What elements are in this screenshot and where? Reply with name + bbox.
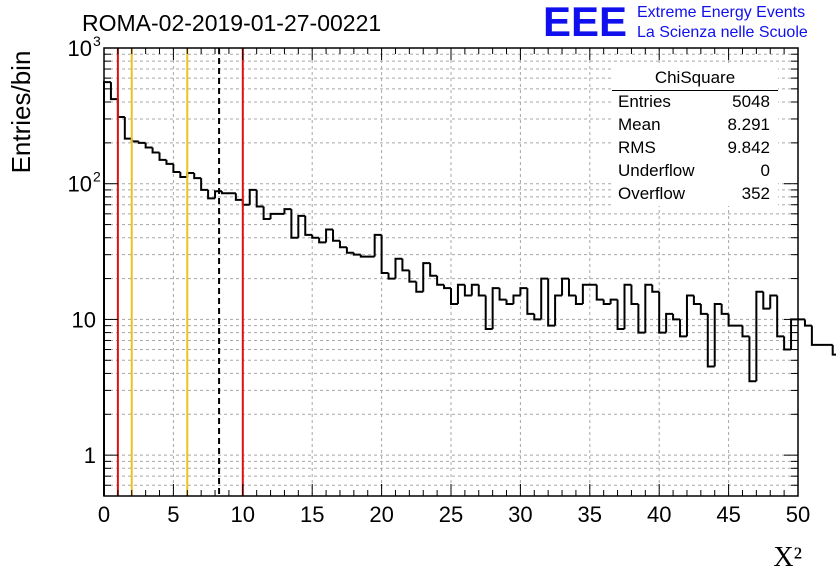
axis-ticks	[103, 47, 799, 497]
stats-box: ChiSquare Entries 5048 Mean 8.291 RMS 9.…	[612, 66, 778, 206]
stat-row-overflow: Overflow 352	[618, 184, 770, 206]
x-tick-label: 15	[300, 502, 324, 527]
y-tick-label: 10	[68, 36, 92, 61]
stat-value: 5048	[732, 92, 770, 111]
stat-label: Entries	[618, 92, 671, 111]
chart-title: ROMA-02-2019-01-27-00221	[82, 10, 382, 36]
stat-label: Mean	[618, 115, 661, 134]
x-tick-label: 45	[716, 502, 740, 527]
logo-line-1: Extreme Energy Events	[637, 4, 806, 21]
logo-line-2: La Scienza nelle Scuole	[637, 24, 808, 41]
stat-label: RMS	[618, 138, 656, 157]
stat-value: 352	[741, 184, 770, 203]
stat-label: Overflow	[618, 184, 686, 203]
x-axis-title: X²	[773, 542, 802, 572]
x-tick-label: 30	[508, 502, 532, 527]
stats-divider	[612, 90, 778, 91]
y-tick-exponent: 2	[93, 169, 101, 185]
stat-row-underflow: Underflow 0	[618, 161, 770, 183]
y-tick-label: 1	[84, 443, 96, 468]
y-tick-label: 10	[68, 172, 92, 197]
x-tick-label: 25	[439, 502, 463, 527]
x-tick-label: 0	[98, 502, 110, 527]
y-tick-exponent: 3	[93, 33, 101, 49]
x-tick-label: 40	[647, 502, 671, 527]
stat-row-entries: Entries 5048	[618, 92, 770, 114]
y-axis-title: Entries/bin	[6, 51, 36, 174]
stat-value: 9.842	[727, 138, 770, 157]
eee-logo: EEE	[543, 2, 627, 40]
y-tick-label: 10	[72, 307, 96, 332]
eee-logo-mark: EEE	[543, 2, 627, 40]
x-tick-label: 50	[786, 502, 810, 527]
stat-label: Underflow	[618, 161, 695, 180]
stat-value: 8.291	[727, 115, 770, 134]
x-tick-label: 10	[231, 502, 255, 527]
reference-lines	[116, 48, 244, 496]
stats-title: ChiSquare	[654, 68, 736, 87]
x-tick-label: 20	[369, 502, 393, 527]
x-tick-label: 35	[578, 502, 602, 527]
stat-row-rms: RMS 9.842	[618, 138, 770, 160]
x-tick-label: 5	[167, 502, 179, 527]
stat-value: 0	[760, 161, 770, 180]
stat-row-mean: Mean 8.291	[618, 115, 770, 137]
